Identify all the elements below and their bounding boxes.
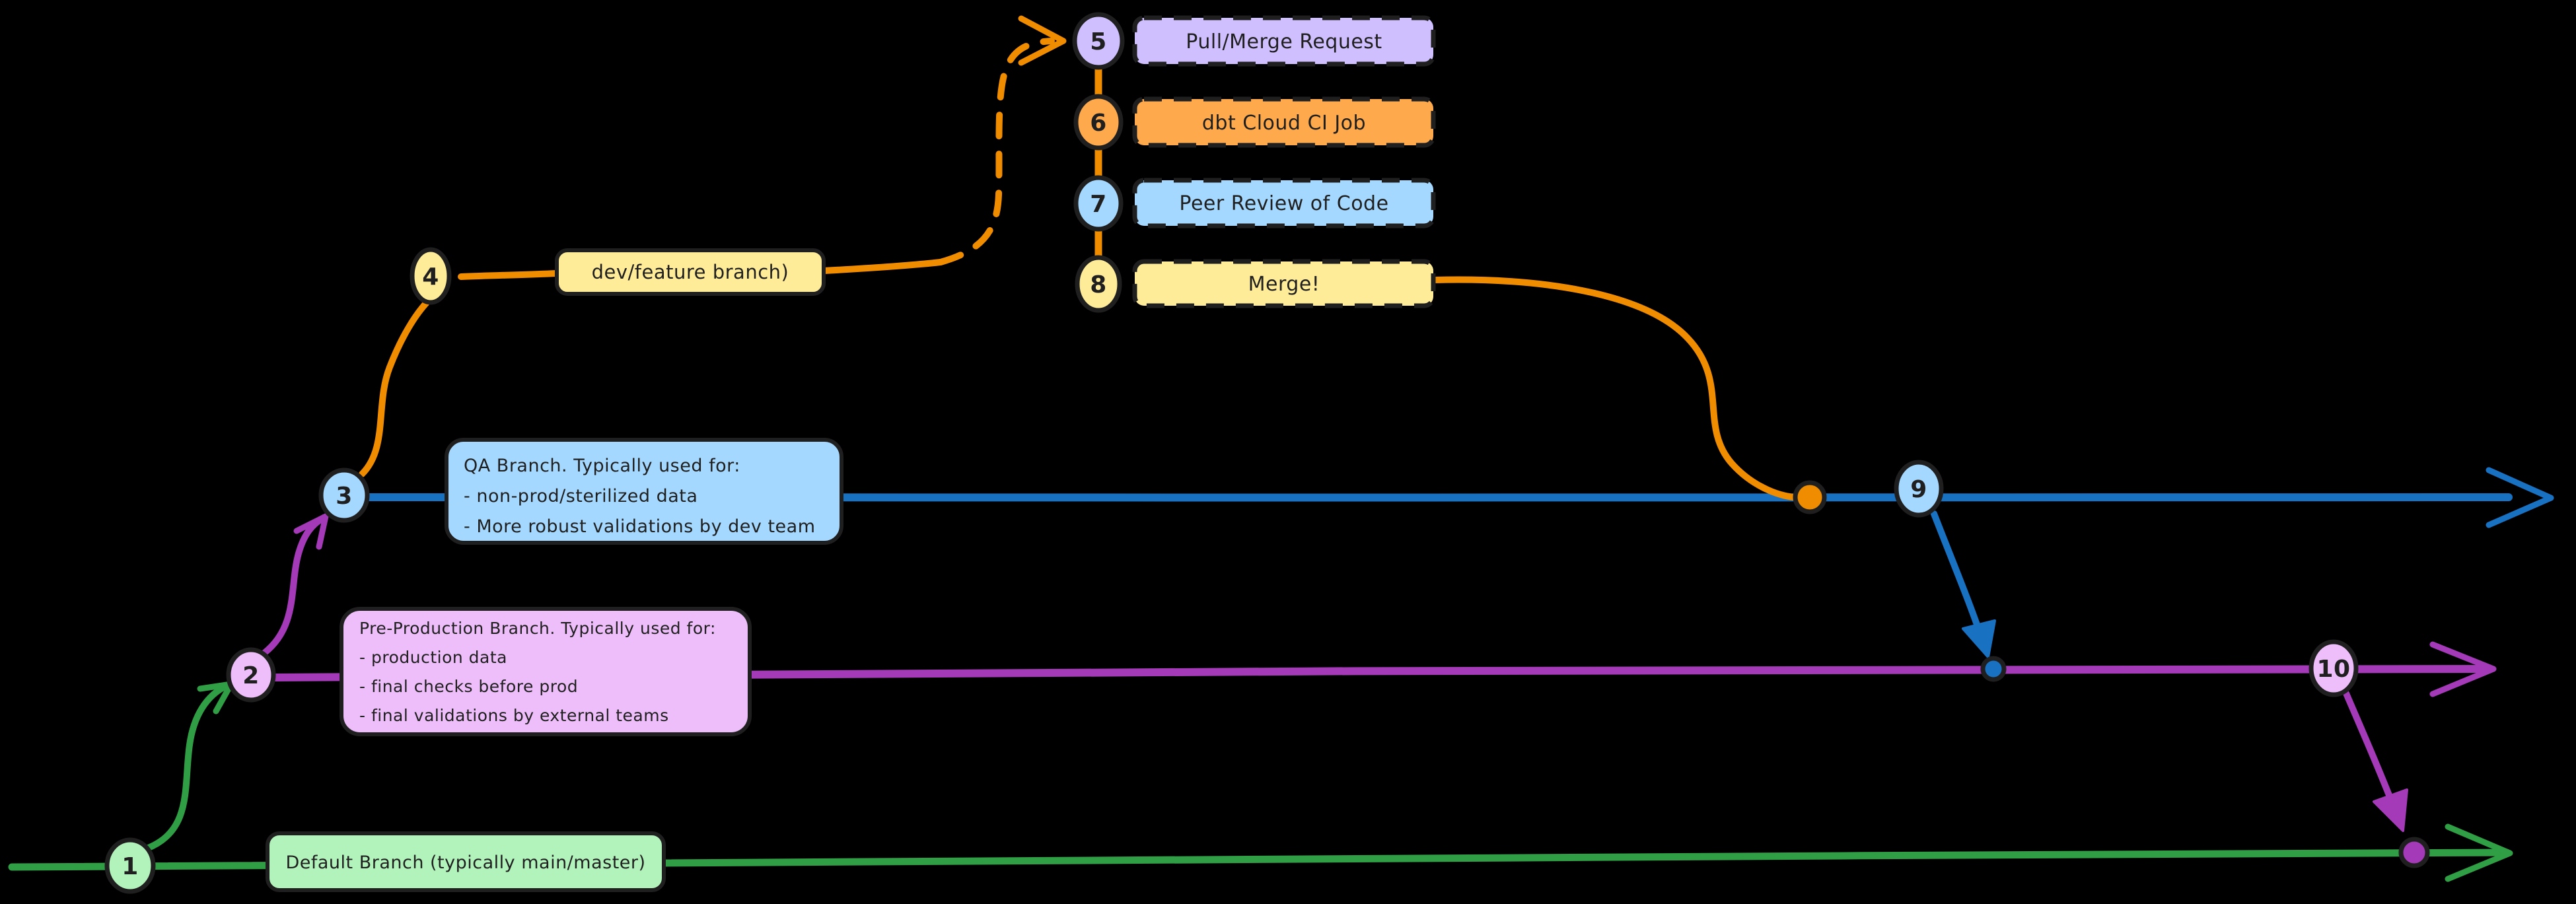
commit-node-10: 10 (2308, 639, 2359, 697)
dev-branch-label: dev/feature branch) (555, 248, 826, 296)
step-box-background (1132, 259, 1436, 308)
commit-node-3: 3 (318, 468, 370, 523)
step-box-peer-review: Peer Review of Code (1132, 178, 1436, 228)
qa-branch-arrowhead (2486, 467, 2554, 528)
commit-node-1: 1 (104, 837, 156, 894)
step-label: Pull/Merge Request (1186, 30, 1382, 53)
step-box-background (1132, 15, 1436, 67)
merge-dot-qa-into-preprod (1980, 656, 2007, 682)
qa-box-background (445, 438, 843, 545)
commit-number: 6 (1090, 110, 1107, 137)
commit-circle (1073, 175, 1124, 232)
step-box-merge: Merge! (1132, 259, 1436, 308)
commit-node-4: 4 (410, 247, 452, 305)
step-label: Merge! (1248, 273, 1320, 296)
commit-circle (318, 468, 370, 523)
branch-curve-3-to-4 (359, 298, 431, 477)
default-branch-box-background (266, 831, 666, 892)
commit-number: 4 (422, 263, 439, 291)
arrowhead-2-to-3 (293, 513, 329, 550)
label-boxes: Pull/Merge Request dbt Cloud CI Job Peer… (266, 15, 1436, 892)
commit-circle (1894, 460, 1944, 518)
preprod-line-1: Pre-Production Branch. Typically used fo… (359, 619, 716, 638)
commit-number: 8 (1090, 271, 1107, 298)
arrowhead-9-to-preprod (1962, 619, 1996, 658)
qa-line-2: - non-prod/sterilized data (464, 486, 698, 506)
arrowhead-10-to-default (2373, 788, 2408, 832)
commit-node-6: 6 (1073, 94, 1124, 151)
preprod-line-2: - production data (359, 648, 507, 667)
step-box-background (1132, 178, 1436, 228)
qa-line-1: QA Branch. Typically used for: (464, 456, 740, 476)
preprod-box-background (340, 607, 752, 736)
commit-number: 1 (122, 853, 139, 880)
default-branch-label: Default Branch (typically main/master) (266, 831, 666, 892)
commit-number: 10 (2316, 656, 2350, 683)
commit-node-7: 7 (1073, 175, 1124, 232)
commit-node-2: 2 (226, 647, 276, 703)
preprod-line-4: - final validations by external teams (359, 706, 669, 725)
step-label: Peer Review of Code (1179, 192, 1388, 215)
commit-circle (1072, 12, 1125, 70)
commit-number: 2 (242, 662, 260, 689)
dev-branch-label-text: dev/feature branch) (592, 261, 789, 283)
dev-branch-box-background (555, 248, 826, 296)
arrowhead-1-to-2 (197, 681, 234, 714)
default-branch-arrowhead (2445, 823, 2513, 882)
preprod-line-3: - final checks before prod (359, 677, 578, 696)
commit-circle (1073, 94, 1124, 151)
pull-request-arrowhead (1018, 15, 1067, 66)
commit-circle (410, 247, 452, 305)
merge-diagonal-9-to-preprod (1931, 510, 1986, 645)
commit-number: 9 (1910, 476, 1927, 503)
merge-dots (1793, 480, 2430, 868)
dev-connector-node4-to-box (458, 270, 559, 280)
merge-dot-dev-into-qa (1793, 480, 1827, 514)
commit-number: 7 (1090, 191, 1107, 218)
commit-nodes: 1 2 3 4 5 6 7 8 (104, 12, 2359, 894)
dev-connector-box-to-dashed (821, 259, 944, 274)
commit-number: 3 (336, 483, 353, 510)
qa-line-3: - More robust validations by dev team (464, 516, 816, 537)
commit-circle (2308, 639, 2359, 697)
step-box-pull-merge-request: Pull/Merge Request (1132, 15, 1436, 67)
merge-dot-preprod-into-default (2398, 837, 2430, 868)
branch-curve-2-to-3 (261, 514, 327, 656)
commit-node-5: 5 (1072, 12, 1125, 70)
step-box-background (1132, 96, 1436, 148)
pull-request-dashed-curve (937, 38, 1055, 265)
commit-number: 5 (1090, 28, 1107, 55)
commit-node-8: 8 (1075, 255, 1122, 313)
branch-curves (143, 15, 2408, 852)
commit-circle (226, 647, 276, 703)
merge-curve-to-qa (1431, 276, 1800, 501)
commit-node-9: 9 (1894, 460, 1944, 518)
preprod-branch-arrowhead (2429, 641, 2497, 697)
commit-circle (104, 837, 156, 894)
commit-circle (1075, 255, 1122, 313)
branch-curve-1-to-2 (143, 682, 231, 852)
default-branch-label-text: Default Branch (typically main/master) (285, 852, 645, 873)
preprod-branch-label: Pre-Production Branch. Typically used fo… (340, 607, 752, 736)
qa-branch-label: QA Branch. Typically used for: - non-pro… (445, 438, 843, 545)
step-label: dbt Cloud CI Job (1202, 112, 1366, 135)
step-box-dbt-cloud-ci-job: dbt Cloud CI Job (1132, 96, 1436, 148)
